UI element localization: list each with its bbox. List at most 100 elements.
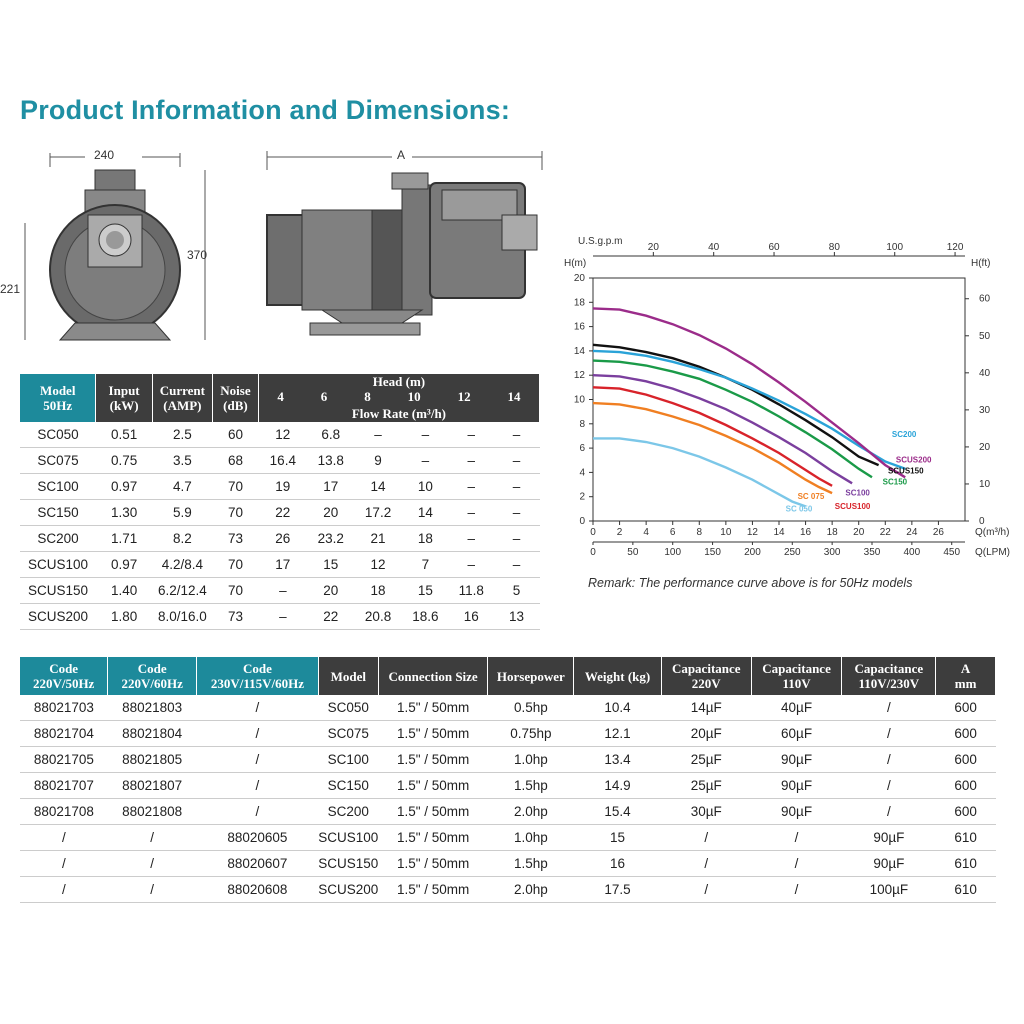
base-height-dimension: 221 <box>0 282 21 296</box>
height-dimension: 370 <box>187 248 208 262</box>
x-tick-label: 6 <box>670 527 676 538</box>
column-header: Capacitance 110V/230V <box>841 657 937 695</box>
table-row: //88020607 SCUS150 1.5" / 50mm 1.5hp 16//90µ… <box>20 850 996 877</box>
y-tick-label: 20 <box>574 273 586 284</box>
noise-header: Noise (dB) <box>212 374 259 422</box>
table-cell: 2.0hp <box>487 798 574 825</box>
table-cell: 16.4 <box>258 447 308 474</box>
table-cell: SC200 <box>318 798 379 825</box>
table-row: SCUS200 1.80 8.0/16.0 73–22 20.8 18.6 16 13 <box>20 603 540 630</box>
column-header: Code 220V/50Hz <box>20 657 109 695</box>
table-cell: 1.5" / 50mm <box>378 746 488 773</box>
table-cell: 1.71 <box>95 525 153 552</box>
lpm-tick-label: 350 <box>864 547 881 558</box>
table-cell: 1.5" / 50mm <box>378 720 488 747</box>
lpm-tick-label: 150 <box>704 547 721 558</box>
table-cell: / <box>196 798 319 825</box>
y-tick-label: 16 <box>574 322 586 333</box>
table-cell: 88020605 <box>196 824 319 851</box>
table-cell: 600 <box>935 798 996 825</box>
chart-remark: Remark: The performance curve above is f… <box>588 576 913 590</box>
x-tick-label: 4 <box>643 527 649 538</box>
table-row: 88021707 88021807/SC150 1.5" / 50mm 1.5hp 14… <box>20 772 996 799</box>
table-row: SC100 0.97 4.7 70 19 17 14 10– – <box>20 473 540 500</box>
series-line <box>592 401 833 495</box>
width-dimension: 240 <box>94 148 115 162</box>
table-cell: / <box>841 695 936 721</box>
table-cell: – <box>448 525 494 552</box>
table-cell: – <box>493 499 540 526</box>
table-cell: / <box>20 850 108 877</box>
table-cell: – <box>402 422 449 448</box>
table-cell: 90µF <box>751 772 842 799</box>
table-cell: / <box>107 850 197 877</box>
table-cell: 15.4 <box>573 798 662 825</box>
table-cell: 18.6 <box>402 603 449 630</box>
series-line <box>592 386 833 487</box>
length-dimension: A <box>397 148 406 162</box>
series-label: SC 050 <box>786 504 813 513</box>
model-cell: SC075 <box>20 447 96 474</box>
x-tick-label: 20 <box>853 527 865 538</box>
gpm-tick-label: 20 <box>648 242 660 253</box>
table-cell: / <box>107 824 197 851</box>
series-label: SCUS100 <box>835 502 871 511</box>
series-line <box>592 374 853 485</box>
table-cell: 5 <box>493 577 540 604</box>
table-cell: 600 <box>935 695 996 721</box>
page-title: Product Information and Dimensions: <box>20 95 511 125</box>
table-cell: 60 <box>212 422 259 448</box>
y-tick-label: 4 <box>579 467 585 478</box>
table-cell: 6.2/12.4 <box>152 577 213 604</box>
table-cell: 2.0hp <box>487 876 574 903</box>
table-cell: 1.5" / 50mm <box>378 876 488 903</box>
table-cell: 12.1 <box>573 720 662 747</box>
table-cell: 610 <box>935 824 996 851</box>
table-cell: 5.9 <box>152 499 213 526</box>
table-cell: 25µF <box>661 746 752 773</box>
y2-tick-label: 30 <box>979 405 991 416</box>
x-tick-label: 2 <box>617 527 623 538</box>
x-tick-label: 26 <box>933 527 945 538</box>
column-header: Capacitance 110V <box>751 657 843 695</box>
table-cell: 17.2 <box>354 499 402 526</box>
x-tick-label: 10 <box>720 527 732 538</box>
model-cell: SCUS200 <box>20 603 96 630</box>
table-cell: 19 <box>258 473 308 500</box>
table-cell: 600 <box>935 772 996 799</box>
model-cell: SCUS100 <box>20 551 96 578</box>
performance-chart: 02468101214161820H(m)0102030405060H(ft)0… <box>564 236 1010 558</box>
table-cell: – <box>402 447 449 474</box>
y2-tick-label: 40 <box>979 368 991 379</box>
column-header: Horsepower <box>487 657 575 695</box>
table-cell: 14 <box>354 473 402 500</box>
table-cell: / <box>196 772 319 799</box>
table-cell: 1.5" / 50mm <box>378 850 488 877</box>
y-tick-label: 18 <box>574 297 586 308</box>
table-cell: 600 <box>935 720 996 747</box>
table-cell: 13.4 <box>573 746 662 773</box>
y-tick-label: 14 <box>574 346 586 357</box>
table-cell: 90µF <box>751 746 842 773</box>
lpm-tick-label: 50 <box>627 547 639 558</box>
table-cell: 73 <box>212 603 259 630</box>
lpm-tick-label: 100 <box>664 547 681 558</box>
pump-front-drawing <box>24 153 206 341</box>
table-cell: 0.97 <box>95 551 153 578</box>
table-cell: 11.8 <box>448 577 494 604</box>
table-row: SC075 0.75 3.5 68 16.4 13.8 9– – – <box>20 447 540 474</box>
table-cell: 90µF <box>751 798 842 825</box>
input-header: Input (kW) <box>95 374 153 422</box>
table-cell: 70 <box>212 499 259 526</box>
lpm-tick-label: 400 <box>904 547 921 558</box>
table-cell: 1.30 <box>95 499 153 526</box>
table-cell: 0.75hp <box>487 720 574 747</box>
table-cell: 90µF <box>841 824 936 851</box>
y2-tick-label: 60 <box>979 294 991 305</box>
table-cell: 23.2 <box>307 525 355 552</box>
table-cell: / <box>20 876 108 903</box>
gpm-tick-label: 80 <box>829 242 841 253</box>
table-cell: 1.5hp <box>487 850 574 877</box>
table-cell: 14.9 <box>573 772 662 799</box>
table-cell: 20µF <box>661 720 752 747</box>
